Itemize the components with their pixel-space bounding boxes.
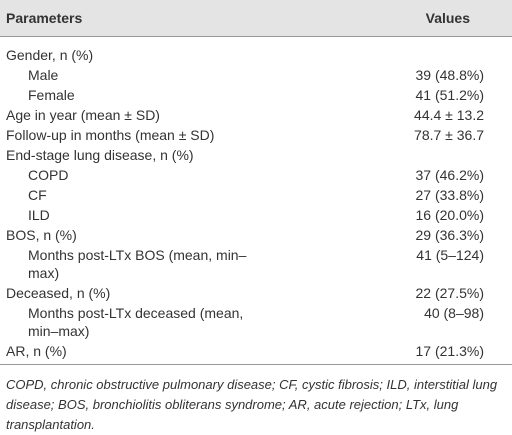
header-cell: Parameters [0, 0, 282, 37]
row-label: Follow-up in months (mean ± SD) [6, 127, 215, 143]
row-label: COPD [28, 167, 69, 183]
row-label: Months post-LTx BOS (mean, min–max) [28, 247, 247, 281]
table-row: Gender, n (%) [0, 37, 512, 66]
row-label: End-stage lung disease, n (%) [6, 147, 194, 163]
table-row: AR, n (%) 17 (21.3%) [0, 341, 512, 365]
table-row: Follow-up in months (mean ± SD) 78.7 ± 36… [0, 125, 512, 145]
table-row: ILD 16 (20.0%) [0, 205, 512, 225]
row-value: 29 (36.3%) [415, 227, 484, 243]
row-value: 37 (46.2%) [415, 167, 484, 183]
table-row: Male 39 (48.8%) [0, 65, 512, 85]
row-value: 41 (51.2%) [415, 87, 484, 103]
row-value: 39 (48.8%) [415, 67, 484, 83]
row-label: Male [28, 67, 59, 83]
row-value: 17 (21.3%) [282, 341, 512, 365]
row-value: 40 (8–98) [424, 305, 484, 321]
row-value [282, 37, 512, 66]
table-header: Parameters Values [0, 0, 512, 37]
footnote: COPD, chronic obstructive pulmonary dise… [6, 377, 498, 432]
row-label: Female [28, 87, 75, 103]
row-value: 16 (20.0%) [415, 207, 484, 223]
row-value: 78.7 ± 36.7 [414, 127, 484, 143]
header-cell: Values [282, 0, 512, 37]
row-value: 44.4 ± 13.2 [414, 107, 484, 123]
table-row: End-stage lung disease, n (%) [0, 145, 512, 165]
row-value [282, 145, 512, 165]
row-label: Age in year (mean ± SD) [6, 107, 160, 123]
row-label: Deceased, n (%) [6, 285, 111, 301]
table-row: Deceased, n (%) 22 (27.5%) [0, 283, 512, 303]
header-row: Parameters Values [0, 0, 512, 37]
row-label: CF [28, 187, 47, 203]
table-body: Gender, n (%) Male 39 (48.8%) Female 41 (51.… [0, 37, 512, 365]
row-value: 27 (33.8%) [415, 187, 484, 203]
table-row: Female 41 (51.2%) [0, 85, 512, 105]
table-row: Months post-LTx deceased (mean, min–max)… [0, 303, 512, 341]
row-label: ILD [28, 207, 50, 223]
table-row: CF 27 (33.8%) [0, 185, 512, 205]
row-label: AR, n (%) [0, 341, 282, 365]
table-row: BOS, n (%) 29 (36.3%) [0, 225, 512, 245]
row-label: BOS, n (%) [6, 227, 77, 243]
table-row: Age in year (mean ± SD) 44.4 ± 13.2 [0, 105, 512, 125]
row-value: 41 (5–124) [416, 247, 484, 263]
table-row: Months post-LTx BOS (mean, min–max) 41 (5… [0, 245, 512, 283]
row-label: Months post-LTx deceased (mean, min–max) [28, 305, 244, 339]
table: Parameters Values Gender, n (%) Male 39 (4… [0, 0, 512, 365]
row-label: Gender, n (%) [6, 47, 94, 63]
table-row: COPD 37 (46.2%) [0, 165, 512, 185]
row-value: 22 (27.5%) [415, 285, 484, 301]
